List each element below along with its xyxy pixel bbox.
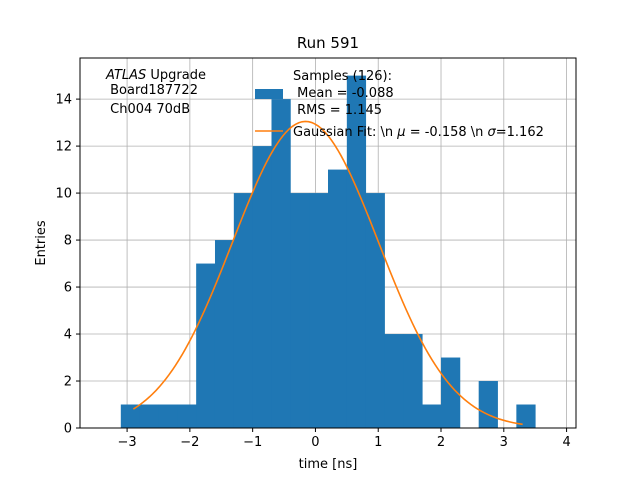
x-tick-label-3: 0	[311, 435, 319, 450]
legend-samples-rms: RMS = 1.145	[293, 103, 382, 118]
histogram-bar-12	[346, 75, 367, 428]
histogram-bar-7	[252, 146, 272, 428]
y-tick-label-1: 2	[64, 375, 72, 390]
x-tick-label-5: 2	[437, 435, 445, 450]
legend-fit-mu: μ	[396, 125, 405, 140]
y-tick-label-5: 10	[55, 187, 72, 202]
legend-samples-mean: Mean = -0.088	[293, 86, 394, 101]
histogram-bar-19	[478, 381, 498, 428]
atlas-label: ATLAS	[105, 68, 146, 83]
board-annotation: Board187722	[106, 83, 198, 98]
histogram-bar-1	[139, 404, 159, 428]
x-tick-label-7: 4	[562, 435, 570, 450]
atlas-suffix: Upgrade	[146, 68, 206, 83]
y-tick-label-4: 8	[64, 234, 72, 249]
y-axis-ticks: 0 2 4 6 8 10 12 14	[55, 93, 80, 437]
histogram-bar-5	[214, 240, 235, 428]
legend-fit-suffix: =1.162	[496, 125, 544, 140]
y-tick-label-7: 14	[55, 93, 72, 108]
y-tick-label-2: 4	[64, 328, 72, 343]
x-tick-label-0: −3	[118, 435, 137, 450]
histogram-bar-9	[290, 193, 310, 428]
atlas-annotation-line1: ATLAS Upgrade	[105, 68, 206, 83]
histogram-bar-15	[403, 334, 423, 428]
legend-samples-patch	[255, 89, 283, 99]
gaussian-fit-curve	[132, 120, 523, 426]
x-tick-label-1: −2	[180, 435, 199, 450]
legend-fit-prefix: Gaussian Fit: \n	[293, 125, 397, 140]
histogram-bar-13	[365, 193, 385, 428]
histogram-bar-4	[196, 263, 216, 428]
histogram-bar-10	[309, 193, 329, 428]
histogram-bar-3	[177, 404, 197, 428]
histogram-bar-17	[441, 357, 461, 428]
channel-annotation: Ch004 70dB	[106, 102, 190, 117]
histogram-bar-6	[233, 193, 254, 428]
legend-fit-sigma: σ	[488, 125, 497, 140]
legend: Samples (126): Mean = -0.088 RMS = 1.145…	[255, 69, 544, 140]
histogram-bar-14	[384, 334, 404, 428]
y-tick-label-0: 0	[64, 422, 72, 437]
histogram-bar-8	[271, 99, 291, 428]
x-axis-ticks: −3 −2 −1 0 1 2 3 4	[118, 428, 571, 450]
x-tick-label-6: 3	[500, 435, 508, 450]
histogram-bar-11	[328, 169, 348, 429]
histogram-bar-21	[516, 404, 536, 428]
legend-fit-label: Gaussian Fit: \n μ = -0.158 \n σ=1.162	[293, 125, 544, 140]
legend-fit-middle: = -0.158 \n	[406, 125, 488, 140]
y-tick-label-6: 12	[55, 140, 72, 155]
histogram-bar-0	[120, 404, 141, 428]
y-tick-label-3: 6	[64, 281, 72, 296]
chart-title: Run 591	[297, 34, 359, 52]
x-tick-label-2: −1	[243, 435, 262, 450]
x-tick-label-4: 1	[374, 435, 382, 450]
histogram-bars	[120, 75, 536, 429]
legend-samples-title: Samples (126):	[293, 69, 392, 84]
x-axis-label: time [ns]	[299, 457, 358, 472]
plot-frame	[79, 57, 577, 429]
histogram-bar-16	[422, 404, 442, 428]
histogram-bar-2	[158, 404, 178, 428]
y-axis-label: Entries	[34, 220, 49, 266]
